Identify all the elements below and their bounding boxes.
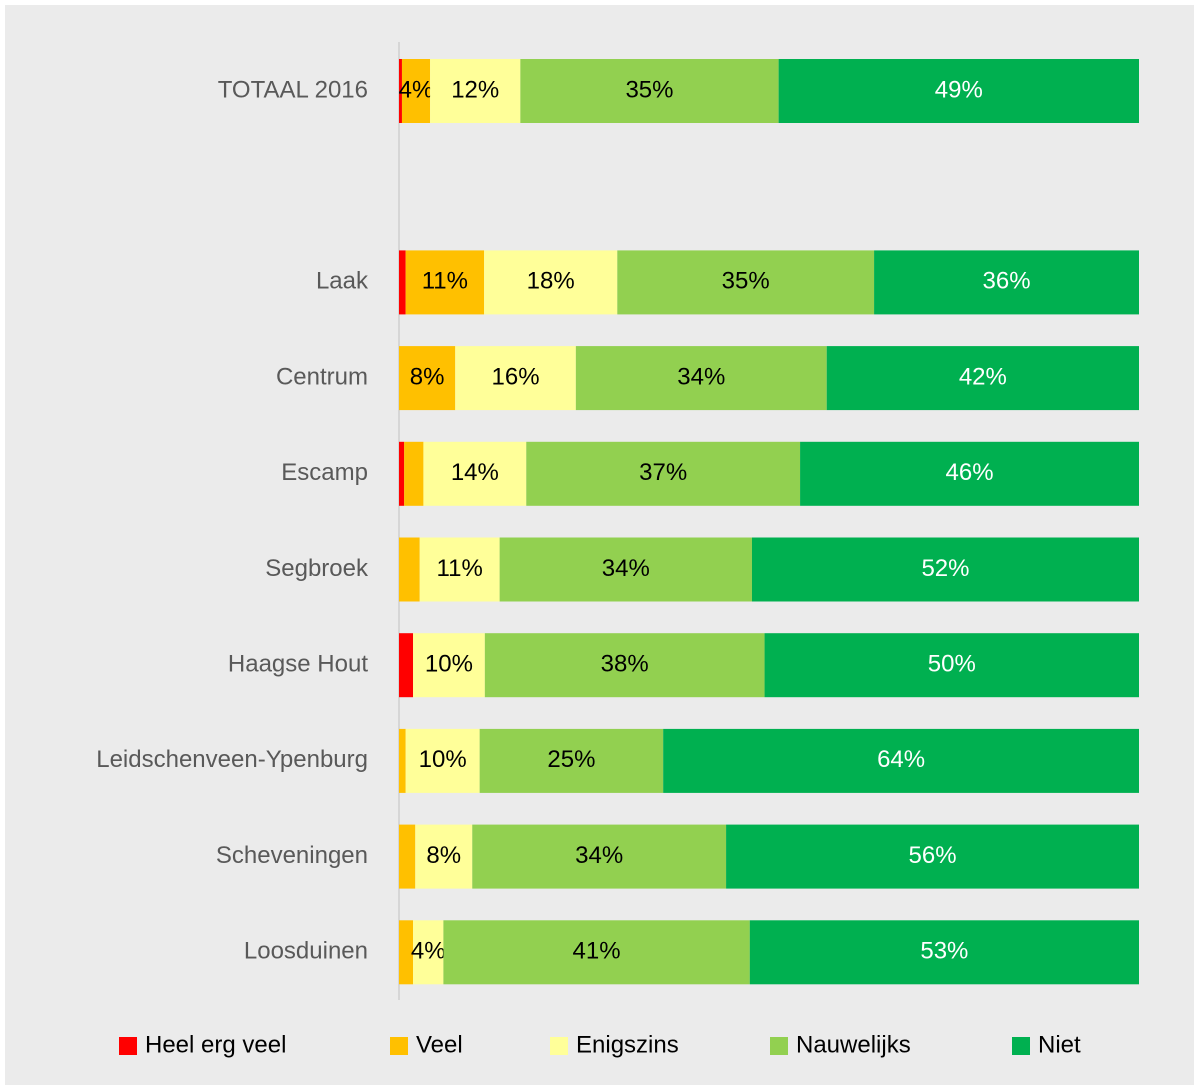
legend-label: Enigszins [576,1031,679,1058]
bar-segment [443,920,750,985]
data-label: 11% [422,268,468,295]
bar-segment [800,441,1139,506]
data-label: 25% [547,746,595,773]
data-label: 64% [877,746,925,773]
legend-label: Veel [416,1031,463,1058]
data-label: 56% [909,842,957,869]
data-label: 46% [946,459,994,486]
bar-segment [472,824,727,889]
bar-segment [751,537,1139,602]
data-label: 10% [419,746,467,773]
data-label: 12% [451,76,499,103]
data-label: 41% [573,938,621,965]
data-label: 49% [935,76,983,103]
legend-swatch [770,1037,788,1055]
bar-segment [399,441,405,506]
bar-segment [749,920,1139,985]
bar-segment [455,346,576,411]
bar-segment [726,824,1139,889]
data-label: 37% [639,459,687,486]
data-label: 10% [425,651,473,678]
legend-swatch [1012,1037,1030,1055]
category-label: Segbroek [265,555,369,582]
bar-segment [415,824,473,889]
legend-label: Nauwelijks [796,1031,911,1058]
legend-swatch [390,1037,408,1055]
bar-segment [663,728,1139,793]
bar-segment [526,441,801,506]
bar-segment [399,728,406,793]
data-label: 34% [575,842,623,869]
data-label: 53% [920,938,968,965]
bar-segment [826,346,1139,411]
bar-segment [575,346,827,411]
data-label: 4% [411,938,446,965]
bar-segment [399,59,402,123]
bar-segment [764,633,1139,698]
data-label: 18% [527,268,575,295]
data-label: 8% [410,363,445,390]
bar-segment [423,441,527,506]
data-label: 35% [625,76,673,103]
bar-segment [479,728,664,793]
bar-segment [484,250,618,315]
category-label: Laak [316,268,369,295]
data-label: 8% [426,842,461,869]
bar-segment [399,824,416,889]
bar-segment [778,59,1139,123]
category-label: Scheveningen [216,842,368,869]
bar-segment [399,920,414,985]
bar-segment [419,537,500,602]
bar-segment [520,59,779,123]
legend-swatch [550,1037,568,1055]
data-label: 42% [959,363,1007,390]
category-label: TOTAAL 2016 [218,76,368,103]
legend-label: Heel erg veel [145,1031,286,1058]
bar-segment [405,728,480,793]
bar-segment [399,633,414,698]
bar-segment [413,920,444,985]
bar-segment [874,250,1139,315]
bar-segment [484,633,765,698]
data-label: 14% [451,459,499,486]
legend-label: Niet [1038,1031,1081,1058]
data-label: 50% [928,651,976,678]
bar-segment [499,537,752,602]
category-label: Centrum [276,363,368,390]
bar-segment [399,537,420,602]
bar-segment [401,59,431,123]
data-label: 4% [399,76,434,103]
bar-segment [399,346,456,411]
legend-swatch [119,1037,137,1055]
category-label: Loosduinen [244,938,368,965]
category-label: Escamp [281,459,368,486]
data-label: 35% [722,268,770,295]
bar-segment [405,250,485,315]
bar-segment [413,633,485,698]
data-label: 38% [601,651,649,678]
data-label: 36% [983,268,1031,295]
category-label: Haagse Hout [228,651,368,678]
bar-segment [617,250,875,315]
data-label: 52% [921,555,969,582]
data-label: 34% [602,555,650,582]
data-label: 16% [492,363,540,390]
bar-segment [399,250,406,315]
category-label: Leidschenveen-Ypenburg [96,746,368,773]
data-label: 34% [677,363,725,390]
data-label: 11% [437,555,483,582]
bar-segment [430,59,521,123]
bar-segment [404,441,424,506]
